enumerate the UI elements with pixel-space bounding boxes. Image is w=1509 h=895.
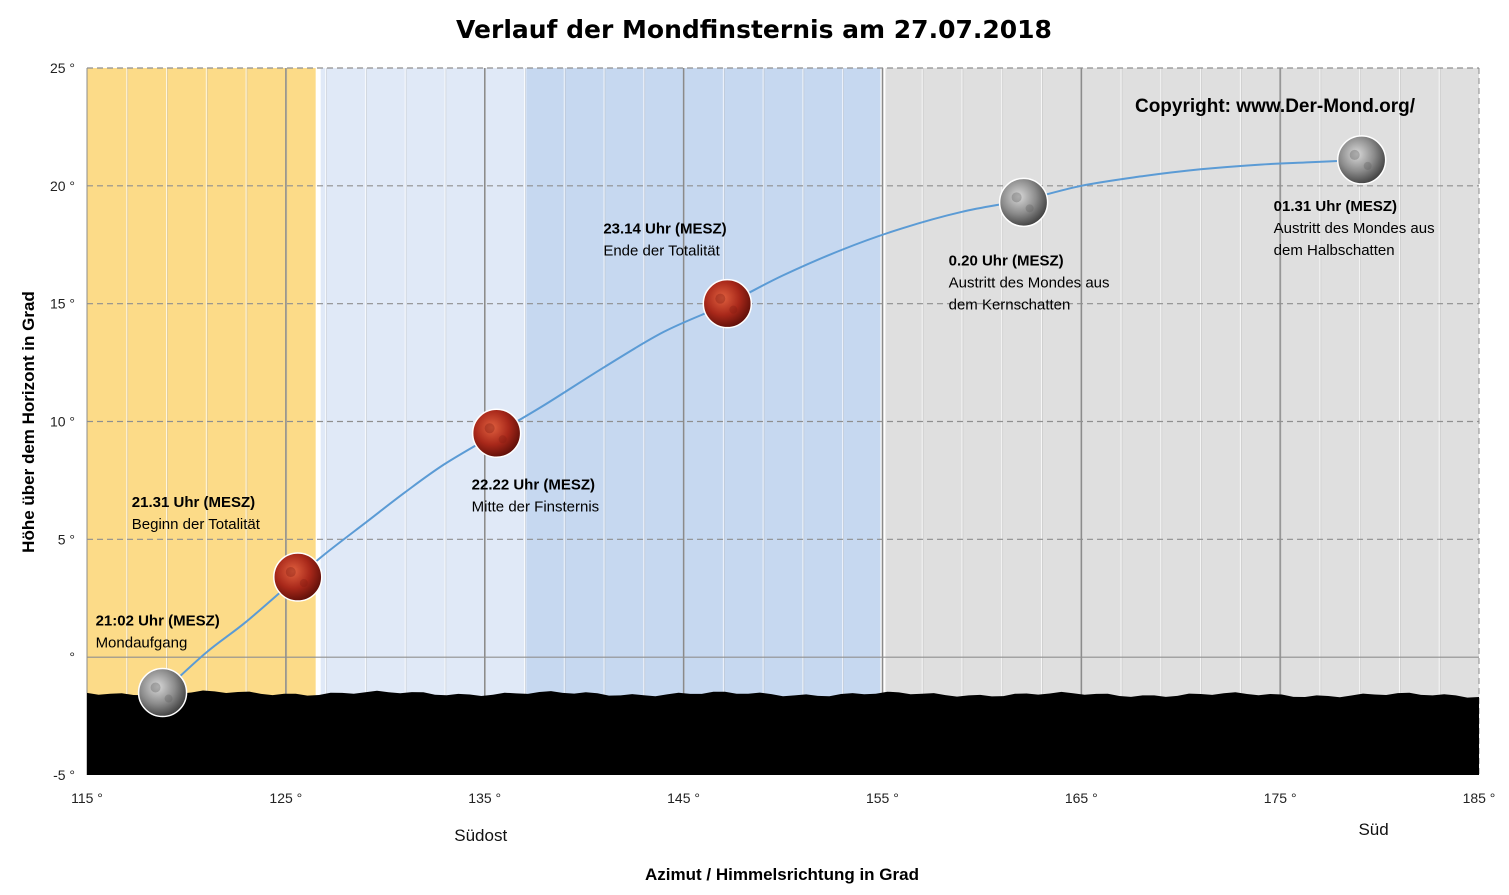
- y-tick-label: 20 °: [50, 178, 75, 194]
- y-tick-label: -5 °: [53, 767, 75, 783]
- event-time-label: 23.14 Uhr (MESZ): [603, 221, 726, 238]
- moon-marker-grey: [137, 667, 188, 718]
- event-description-label: dem Halbschatten: [1274, 242, 1395, 259]
- moon-crater: [715, 293, 726, 304]
- moon-crater: [299, 579, 308, 588]
- event-description-label: Mondaufgang: [96, 635, 188, 652]
- moon-marker-grey: [998, 177, 1049, 228]
- moon-disc: [702, 278, 753, 329]
- x-tick-label: 135 °: [468, 790, 501, 806]
- y-tick-label: 15 °: [50, 296, 75, 312]
- event-description-label: Ende der Totalität: [603, 243, 720, 260]
- direction-label: Südost: [454, 826, 507, 845]
- moon-marker-red: [702, 278, 753, 329]
- moon-disc: [998, 177, 1049, 228]
- event-time-label: 21.31 Uhr (MESZ): [132, 494, 255, 511]
- chart-title: Verlauf der Mondfinsternis am 27.07.2018: [456, 15, 1052, 44]
- moon-crater: [285, 567, 296, 578]
- moon-trajectory-line: [161, 158, 1362, 694]
- x-tick-label: 115 °: [71, 790, 103, 806]
- moon-crater: [1349, 149, 1360, 160]
- event-description-label: Beginn der Totalität: [132, 516, 261, 533]
- event-time-label: 21:02 Uhr (MESZ): [96, 613, 220, 630]
- moon-crater: [150, 682, 161, 693]
- y-axis-title: Höhe über dem Horizont in Grad: [19, 291, 38, 553]
- moon-crater: [1025, 204, 1034, 213]
- moon-marker-red: [273, 552, 323, 602]
- y-tick-label: 25 °: [50, 60, 75, 76]
- moon-disc: [137, 667, 188, 718]
- x-tick-label: 155 °: [866, 790, 899, 806]
- event-time-label: 22.22 Uhr (MESZ): [472, 476, 595, 493]
- moon-marker-red: [471, 408, 522, 459]
- y-tick-label: °: [69, 649, 75, 665]
- x-tick-label: 165 °: [1065, 790, 1098, 806]
- event-description-label: Mitte der Finsternis: [472, 498, 600, 515]
- direction-label: Süd: [1358, 820, 1388, 839]
- moon-disc: [273, 552, 323, 602]
- x-tick-label: 125 °: [269, 790, 302, 806]
- moon-disc: [471, 408, 522, 459]
- x-axis-title: Azimut / Himmelsrichtung in Grad: [645, 865, 919, 884]
- moon-crater: [484, 423, 495, 434]
- horizon-silhouette: [87, 690, 1479, 775]
- moon-marker-grey: [1336, 135, 1387, 185]
- x-tick-label: 175 °: [1264, 790, 1297, 806]
- moon-crater: [1363, 161, 1372, 170]
- x-tick-label: 185 °: [1463, 790, 1496, 806]
- event-description-label: dem Kernschatten: [949, 296, 1071, 313]
- event-description-label: Austritt des Mondes aus: [1274, 220, 1435, 237]
- moon-crater: [498, 435, 507, 444]
- moon-crater: [729, 305, 738, 314]
- moon-disc: [1336, 135, 1387, 185]
- event-time-label: 01.31 Uhr (MESZ): [1274, 198, 1397, 215]
- event-time-label: 0.20 Uhr (MESZ): [949, 252, 1064, 269]
- copyright-text: Copyright: www.Der-Mond.org/: [1135, 96, 1416, 117]
- moon-crater: [164, 694, 173, 703]
- x-tick-label: 145 °: [667, 790, 700, 806]
- event-description-label: Austritt des Mondes aus: [949, 274, 1110, 291]
- moon-crater: [1011, 192, 1022, 203]
- y-tick-label: 5 °: [58, 531, 75, 547]
- y-tick-label: 10 °: [50, 414, 75, 430]
